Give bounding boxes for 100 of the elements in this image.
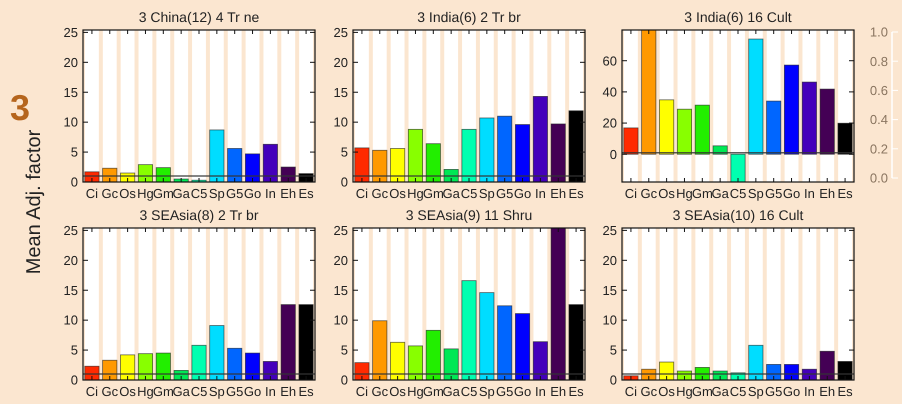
x-tick-label: Sp (208, 186, 225, 201)
x-tick-label: Sp (748, 186, 764, 201)
x-tick-label: Gc (371, 384, 389, 399)
x-tick-label: G5 (496, 384, 514, 399)
x-tick-label: Go (514, 186, 532, 201)
y-tick-label: 5 (610, 342, 617, 358)
x-tick-label: Os (119, 186, 136, 201)
x-tick-label: Es (568, 384, 584, 399)
x-tick-label: Gc (371, 186, 389, 201)
x-tick-label: In (534, 384, 546, 399)
x-tick-label: Gm (692, 384, 713, 399)
y-tick-label: 0 (70, 174, 78, 190)
x-tick-label: Gc (640, 384, 658, 399)
x-tick-label: Hg (407, 186, 424, 201)
x-tick-label: Ga (172, 384, 191, 399)
y-tick-label: 15 (334, 282, 348, 298)
x-tick-label: Gm (692, 186, 713, 201)
x-tick-label: G5 (496, 186, 514, 201)
x-tick-label: Eh (550, 384, 566, 399)
x-tick-label: Os (389, 186, 406, 201)
x-tick-label: Os (658, 384, 676, 399)
x-tick-label: Gc (101, 186, 119, 201)
x-tick-label: Gm (422, 186, 444, 201)
y-tick-label: 15 (64, 84, 78, 100)
x-tick-label: Ga (711, 186, 730, 201)
y-tick-label: 15 (64, 282, 78, 298)
x-tick-label: Go (244, 186, 262, 201)
x-tick-label: C5 (460, 384, 478, 399)
x-tick-label: C5 (460, 186, 478, 201)
x-tick-label: Go (782, 186, 800, 201)
y-tick-label: 10 (334, 114, 348, 130)
chart-title: 3 India(6) 16 Cult (684, 9, 792, 25)
y-tick-label: 10 (64, 312, 78, 328)
y-tick-label: 25 (334, 222, 348, 238)
y-tick-label: 5 (340, 144, 348, 160)
y-tick-label: 25 (64, 24, 78, 40)
x-tick-label: Hg (676, 186, 693, 201)
x-tick-label: Ci (86, 186, 98, 201)
x-tick-label: Es (837, 186, 854, 201)
y2-tick-label: 0.4 (870, 112, 888, 128)
x-tick-label: G5 (765, 186, 782, 201)
y-tick-label: 20 (334, 54, 348, 70)
y-tick-label: 5 (340, 342, 348, 358)
x-tick-label: Go (782, 384, 800, 399)
x-tick-label: Ga (442, 384, 461, 399)
x-tick-label: Sp (478, 186, 495, 201)
y-tick-label: 20 (64, 54, 78, 70)
y-tick-label: 0 (610, 146, 617, 162)
y-tick-label: 0 (340, 174, 348, 190)
x-tick-label: C5 (730, 186, 746, 201)
y2-tick-label: 0.0 (870, 170, 888, 186)
chart-title: 3 China(12) 4 Tr ne (138, 9, 260, 25)
x-tick-label: Hg (407, 384, 424, 399)
y2-tick-label: 1.0 (870, 24, 888, 40)
chart-title: 3 SEAsia(9) 11 Shru (406, 207, 532, 223)
x-tick-label: Es (298, 384, 314, 399)
y-tick-label: 5 (70, 342, 78, 358)
x-tick-label: C5 (190, 186, 208, 201)
x-tick-label: In (264, 384, 276, 399)
x-tick-label: Gc (640, 186, 658, 201)
y-tick-label: 0 (610, 372, 617, 388)
x-tick-label: Eh (550, 186, 566, 201)
x-tick-label: Sp (748, 384, 764, 399)
y-tick-label: 20 (64, 252, 78, 268)
x-tick-label: In (534, 186, 546, 201)
y-tick-label: 25 (602, 222, 617, 238)
chart-title: 3 India(6) 2 Tr br (417, 9, 522, 25)
text: 3 (10, 87, 30, 128)
y2-tick-label: 0.8 (870, 54, 888, 69)
y-tick-label: 10 (334, 312, 348, 328)
y-tick-label: 20 (602, 116, 617, 131)
x-tick-label: Os (119, 384, 136, 399)
x-tick-label: Sp (208, 384, 225, 399)
x-tick-label: In (804, 186, 815, 201)
y2-tick-label: 0.2 (870, 141, 888, 156)
y-tick-label: 15 (602, 282, 617, 298)
x-tick-label: Es (568, 186, 584, 201)
x-tick-label: Ci (356, 384, 368, 399)
x-tick-label: Gc (101, 384, 119, 399)
x-tick-label: Hg (676, 384, 693, 399)
y-axis-title: Mean Adj. factor (23, 129, 45, 274)
x-tick-label: Go (514, 384, 532, 399)
x-tick-label: Eh (280, 186, 296, 201)
y-tick-label: 20 (334, 252, 348, 268)
x-tick-label: Hg (137, 384, 154, 399)
x-tick-label: Eh (819, 384, 836, 399)
x-tick-label: Es (837, 384, 854, 399)
x-tick-label: Ci (356, 186, 368, 201)
y-tick-label: 0 (70, 372, 78, 388)
x-tick-label: Hg (137, 186, 154, 201)
x-tick-label: Ga (711, 384, 730, 399)
x-tick-label: Ci (624, 384, 638, 399)
x-tick-label: Ci (86, 384, 98, 399)
x-tick-label: Ga (442, 186, 461, 201)
x-tick-label: Ci (624, 186, 638, 201)
x-tick-label: Es (298, 186, 314, 201)
x-tick-label: G5 (226, 384, 244, 399)
y-tick-label: 10 (602, 312, 617, 328)
x-tick-label: Eh (280, 384, 296, 399)
y-tick-label: 60 (602, 53, 617, 68)
